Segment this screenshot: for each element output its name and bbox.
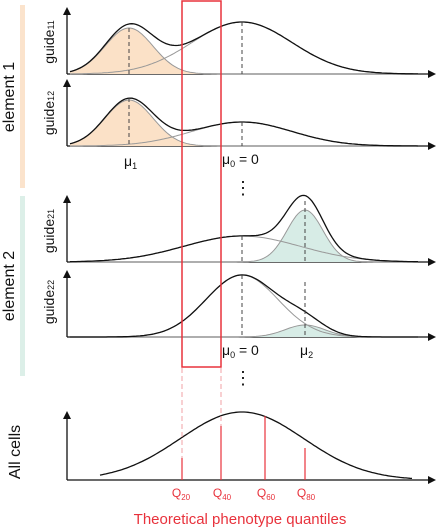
guide22-label: guide22 xyxy=(41,280,57,324)
guide11-y-arrow xyxy=(63,7,71,15)
all-cells-curve xyxy=(99,411,413,480)
all-cells-density-curve xyxy=(99,411,413,480)
guide12-component-curve xyxy=(69,99,418,147)
guide12-x-arrow xyxy=(428,142,436,150)
guide12-y-arrow xyxy=(63,79,71,87)
mu0-label-bottom: μ0 = 0 xyxy=(222,342,259,360)
q20-q40-highlight-box xyxy=(181,0,222,368)
guide21-component-curve xyxy=(69,235,418,263)
guide11-curves xyxy=(69,21,418,75)
guide21-axes xyxy=(66,200,432,263)
q80-label: Q80 xyxy=(297,486,316,502)
guide11-mixture-curve xyxy=(69,21,418,75)
x-axis-title: Theoretical phenotype quantiles xyxy=(134,511,347,528)
guide21-label: guide21 xyxy=(41,209,57,253)
guide12-highlighted-component-fill xyxy=(70,100,418,146)
element1-label: element 1 xyxy=(1,62,18,132)
guide22-mixture-curve xyxy=(70,274,418,338)
element2-group-bar xyxy=(20,196,25,376)
ellipsis-top: ⋮ xyxy=(234,178,252,198)
guide22-y-arrow xyxy=(63,270,71,278)
guide21-curves xyxy=(69,194,418,263)
guide21-y-arrow xyxy=(63,195,71,203)
guide11-x-arrow xyxy=(428,70,436,78)
guide21-highlighted-component-fill xyxy=(70,210,418,262)
guide12-mixture-curve xyxy=(69,97,419,147)
guide11-component-curve xyxy=(69,27,418,75)
mu2-label: μ2 xyxy=(300,342,313,360)
guide22-component-curve xyxy=(70,274,418,338)
q20-label: Q20 xyxy=(172,486,191,502)
guide21-mixture-curve xyxy=(69,194,418,263)
guide12-label: guide12 xyxy=(41,91,57,135)
ellipsis-bottom: ⋮ xyxy=(234,368,252,388)
guide12-curves xyxy=(69,97,419,147)
guide21-component-curve xyxy=(70,209,418,263)
guide22-highlighted-component-fill xyxy=(70,325,418,337)
guide22-axes xyxy=(66,275,432,338)
q40-label: Q40 xyxy=(213,486,232,502)
element1-group-bar xyxy=(20,5,25,188)
guide21-x-arrow xyxy=(428,258,436,266)
all-cells-x-arrow xyxy=(428,476,436,484)
mu1-label: μ1 xyxy=(124,153,137,171)
guide11-highlighted-component-fill xyxy=(70,28,418,74)
guide22-x-arrow xyxy=(428,333,436,341)
element2-label: element 2 xyxy=(1,251,18,321)
q60-label: Q60 xyxy=(257,486,276,502)
guide22-component-curve xyxy=(70,324,418,338)
all-cells-axes xyxy=(66,416,432,481)
guide22-curves xyxy=(70,274,418,338)
all-cells-y-arrow xyxy=(63,411,71,419)
guide11-label: guide11 xyxy=(41,20,57,64)
all-cells-label: All cells xyxy=(7,425,24,479)
mu0-label-top: μ0 = 0 xyxy=(222,151,259,169)
